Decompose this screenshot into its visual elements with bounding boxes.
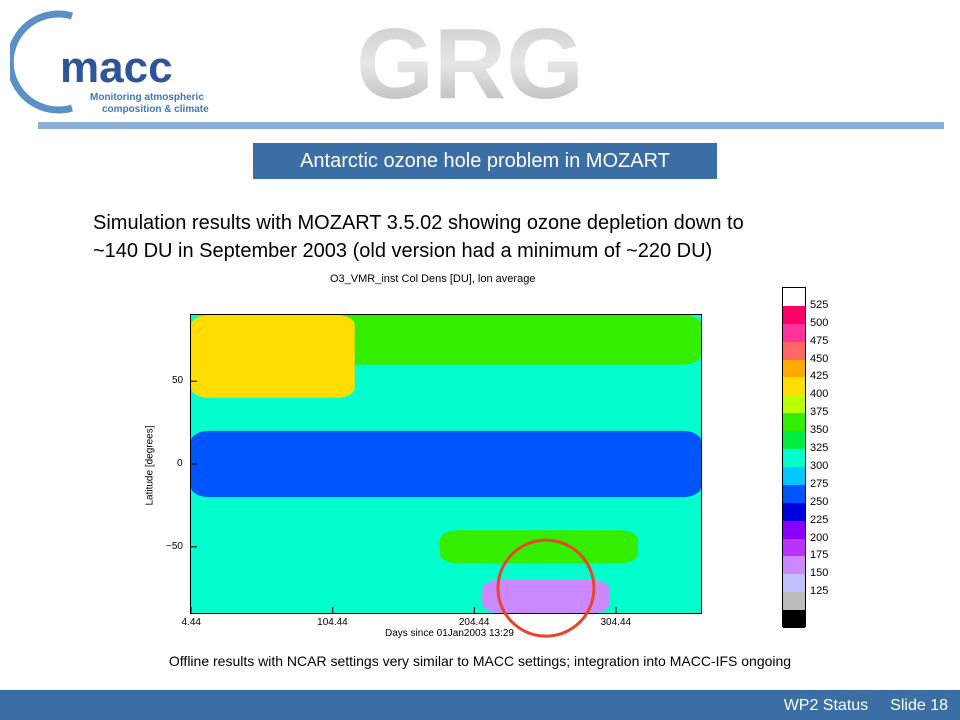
x-tick-label: 304.44 xyxy=(600,617,632,628)
colorbar-segment xyxy=(783,323,805,342)
colorbar-level-label: 175 xyxy=(810,549,829,562)
footer-section: WP2 Status xyxy=(783,697,869,714)
colorbar-level-label: 350 xyxy=(810,424,829,437)
footnote: Offline results with NCAR settings very … xyxy=(168,653,792,669)
colorbar-segment xyxy=(783,520,805,539)
colorbar-segment xyxy=(783,377,805,396)
grg-logo: GRG xyxy=(356,10,584,110)
x-tick-label: 204.44 xyxy=(458,617,490,628)
colorbar-segment xyxy=(783,466,805,485)
slide-title: Antarctic ozone hole problem in MOZART xyxy=(253,143,717,179)
colorbar-segment xyxy=(783,431,805,450)
macc-logo: macc Monitoring atmospheric composition … xyxy=(10,10,209,115)
chart-title: O3_VMR_inst Col Dens [DU], lon average xyxy=(330,273,536,285)
colorbar-level-label: 225 xyxy=(810,513,829,526)
colorbar-level-label: 425 xyxy=(810,370,829,383)
colorbar-level-label: 275 xyxy=(810,477,829,490)
colorbar-level-label: 450 xyxy=(810,352,829,365)
intro-line-1: Simulation results with MOZART 3.5.02 sh… xyxy=(93,212,744,234)
header-rule xyxy=(38,122,944,129)
x-tick-label: 4.44 xyxy=(181,617,201,628)
colorbar-level-label: 400 xyxy=(810,388,829,401)
colorbar-segment xyxy=(783,413,805,432)
footer-slide-number: Slide 18 xyxy=(890,697,948,714)
heatmap-region-spring-north xyxy=(191,315,355,398)
colorbar-segment xyxy=(783,538,805,557)
ozone-heatmap xyxy=(191,315,701,613)
y-tick-label: −50 xyxy=(166,540,183,552)
colorbar-segment xyxy=(783,592,805,611)
macc-logo-tagline-1: Monitoring atmospheric xyxy=(90,92,204,103)
colorbar-segment xyxy=(783,484,805,503)
colorbar-level-label: 375 xyxy=(810,406,829,419)
grg-logo-text: GRG xyxy=(356,10,584,110)
colorbar-segment xyxy=(783,359,805,378)
heatmap-region-ozone-hole xyxy=(482,579,610,613)
colorbar-segment xyxy=(783,574,805,593)
y-axis-title: Latitude [degrees] xyxy=(144,425,156,506)
colorbar-level-label: 500 xyxy=(810,316,829,329)
macc-logo-tagline-2: composition & climate xyxy=(102,104,209,115)
footer-bar xyxy=(0,690,960,720)
colorbar-segment xyxy=(783,341,805,360)
colorbar-segment xyxy=(783,449,805,467)
colorbar-segment xyxy=(783,556,805,575)
colorbar-level-label: 475 xyxy=(810,334,829,347)
heatmap-region-tropics xyxy=(191,430,701,498)
colorbar-segment xyxy=(783,305,805,324)
colorbar-level-label: 300 xyxy=(810,459,829,472)
colorbar xyxy=(782,287,806,628)
colorbar-level-label: 325 xyxy=(810,442,829,455)
x-axis-title: Days since 01Jan2003 13:29 xyxy=(385,628,514,639)
colorbar-level-label: 125 xyxy=(810,585,829,598)
y-tick-label: 0 xyxy=(177,458,183,469)
slide-intro: Simulation results with MOZART 3.5.02 sh… xyxy=(93,209,893,265)
colorbar-level-label: 150 xyxy=(810,567,829,580)
macc-logo-name: macc xyxy=(60,43,173,92)
footer-text: WP2 Status Slide 18 xyxy=(784,697,948,715)
colorbar-level-label: 200 xyxy=(810,531,829,544)
colorbar-segment xyxy=(783,395,805,414)
colorbar-segment xyxy=(783,502,805,521)
x-tick-label: 104.44 xyxy=(317,617,348,628)
colorbar-level-label: 250 xyxy=(810,495,829,508)
colorbar-level-label: 525 xyxy=(810,298,829,311)
colorbar-segment xyxy=(783,610,805,628)
colorbar-segment xyxy=(783,288,805,306)
intro-line-2: ~140 DU in September 2003 (old version h… xyxy=(93,240,713,262)
heatmap-region-south-mid xyxy=(439,530,639,564)
y-tick-label: 50 xyxy=(172,375,184,387)
